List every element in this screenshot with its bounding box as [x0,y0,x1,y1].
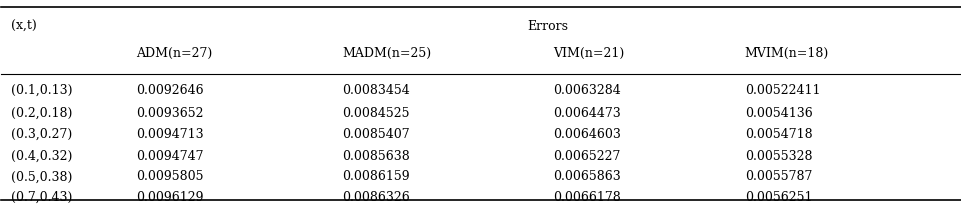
Text: MVIM(n=18): MVIM(n=18) [744,48,828,60]
Text: 0.0065227: 0.0065227 [553,150,620,163]
Text: 0.0063284: 0.0063284 [553,84,620,97]
Text: 0.0092646: 0.0092646 [136,84,203,97]
Text: (x,t): (x,t) [11,20,37,33]
Text: 0.0093652: 0.0093652 [136,106,203,120]
Text: 0.0054136: 0.0054136 [744,106,812,120]
Text: 0.0095805: 0.0095805 [136,170,203,183]
Text: 0.0066178: 0.0066178 [553,191,620,204]
Text: 0.0085407: 0.0085407 [341,128,409,141]
Text: 0.0084525: 0.0084525 [341,106,409,120]
Text: (0.1,0.13): (0.1,0.13) [11,84,72,97]
Text: 0.0056251: 0.0056251 [744,191,811,204]
Text: 0.0086159: 0.0086159 [341,170,409,183]
Text: (0.3,0.27): (0.3,0.27) [11,128,72,141]
Text: VIM(n=21): VIM(n=21) [553,48,624,60]
Text: 0.0055787: 0.0055787 [744,170,811,183]
Text: 0.0094747: 0.0094747 [136,150,203,163]
Text: 0.0064603: 0.0064603 [553,128,620,141]
Text: 0.0085638: 0.0085638 [341,150,409,163]
Text: 0.0054718: 0.0054718 [744,128,812,141]
Text: 0.0086326: 0.0086326 [341,191,409,204]
Text: 0.0083454: 0.0083454 [341,84,409,97]
Text: (0.2,0.18): (0.2,0.18) [11,106,72,120]
Text: Errors: Errors [527,20,568,33]
Text: (0.4,0.32): (0.4,0.32) [11,150,72,163]
Text: MADM(n=25): MADM(n=25) [341,48,431,60]
Text: ADM(n=27): ADM(n=27) [136,48,211,60]
Text: 0.0065863: 0.0065863 [553,170,620,183]
Text: 0.0055328: 0.0055328 [744,150,811,163]
Text: 0.0064473: 0.0064473 [553,106,620,120]
Text: (0.7,0.43): (0.7,0.43) [11,191,72,204]
Text: 0.0096129: 0.0096129 [136,191,203,204]
Text: 0.0094713: 0.0094713 [136,128,203,141]
Text: 0.00522411: 0.00522411 [744,84,820,97]
Text: (0.5,0.38): (0.5,0.38) [11,170,72,183]
